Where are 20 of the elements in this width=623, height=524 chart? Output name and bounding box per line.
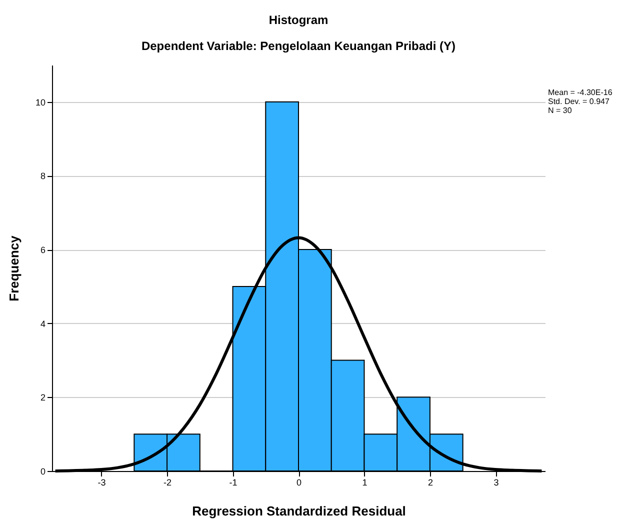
y-axis-title: Frequency <box>6 234 22 302</box>
y-tick-label: 0 <box>40 466 46 476</box>
chart-title: Histogram <box>268 13 328 27</box>
chart-subtitle: Dependent Variable: Pengelolaan Keuangan Pribadi (Y) <box>141 39 456 53</box>
y-tick-label: 8 <box>40 171 46 182</box>
text: Mean = -4.30E-16 <box>548 88 613 97</box>
x-tick-label: -3 <box>98 478 106 488</box>
y-tick-label: 6 <box>40 245 46 256</box>
x-tick-label: 2 <box>428 478 433 488</box>
text: N = 30 <box>548 106 572 115</box>
x-axis-title: Regression Standardized Residual <box>192 504 406 518</box>
x-tick-label: -2 <box>164 478 172 488</box>
x-tick-label: 1 <box>362 478 368 488</box>
y-tick-label: 10 <box>35 97 46 108</box>
x-tick-label: 0 <box>296 478 302 488</box>
text: Std. Dev. = 0.947 <box>548 97 610 106</box>
x-tick-label: -1 <box>229 478 238 488</box>
x-tick-label: 3 <box>494 478 499 488</box>
y-tick-label: 2 <box>40 392 46 403</box>
y-tick-label: 4 <box>40 318 46 329</box>
